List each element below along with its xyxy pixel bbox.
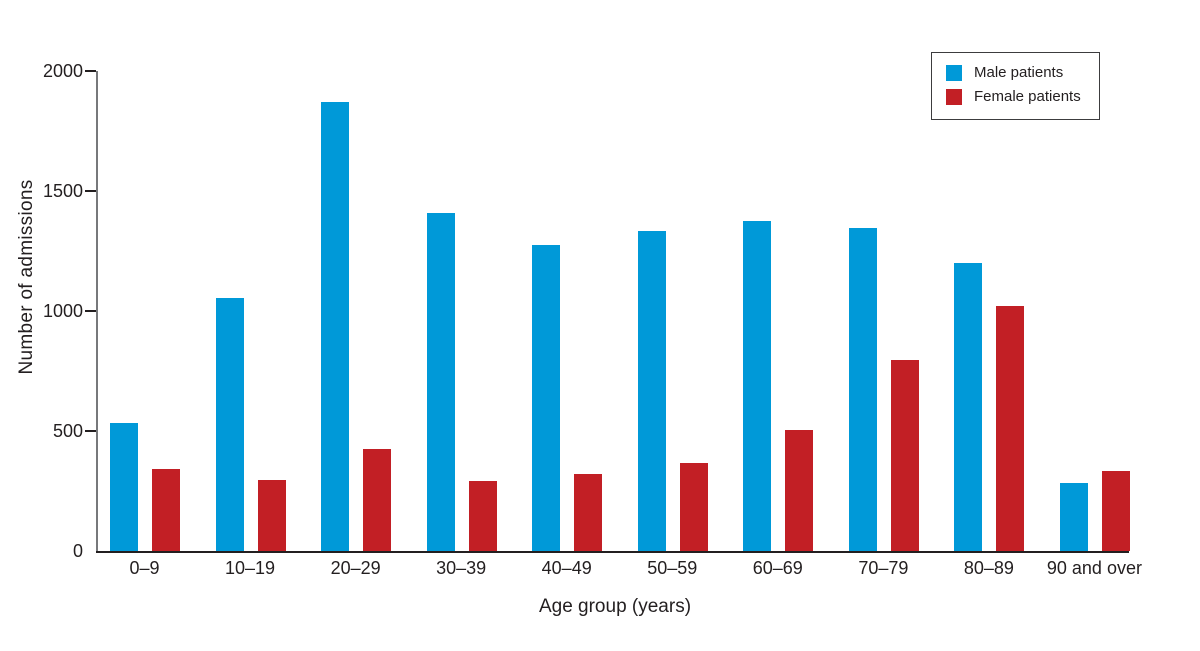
x-tick-label-90-and-over: 90 and over xyxy=(1046,558,1142,578)
female-series-swatch xyxy=(946,89,962,105)
y-tick-mark-500 xyxy=(85,430,96,432)
x-tick-label-60–69: 60–69 xyxy=(752,558,803,578)
x-tick-label-10–19: 10–19 xyxy=(225,558,276,578)
bar-male-80–89 xyxy=(954,263,983,551)
x-tick-label-70–79: 70–79 xyxy=(858,558,909,578)
bar-male-90-and-over xyxy=(1059,482,1088,551)
y-tick-mark-1500 xyxy=(85,190,96,192)
x-tick-label-40–49: 40–49 xyxy=(541,558,592,578)
bar-male-50–59 xyxy=(637,230,666,551)
legend-item-female: Female patients xyxy=(946,89,1099,105)
bar-female-20–29 xyxy=(363,449,392,551)
bar-male-20–29 xyxy=(321,102,350,551)
x-tick-label-0–9: 0–9 xyxy=(129,558,160,578)
bar-female-40–49 xyxy=(574,474,603,551)
bar-male-60–69 xyxy=(743,221,772,551)
x-axis-title: Age group (years) xyxy=(538,596,692,617)
y-tick-mark-2000 xyxy=(85,70,96,72)
bar-female-80–89 xyxy=(996,306,1025,551)
y-tick-label-2000: 2000 xyxy=(42,61,83,81)
y-axis-title: Number of admissions xyxy=(16,179,37,375)
bar-male-0–9 xyxy=(110,422,138,551)
legend: Male patients Female patients xyxy=(931,52,1100,120)
x-tick-label-20–29: 20–29 xyxy=(330,558,381,578)
x-tick-label-50–59: 50–59 xyxy=(647,558,698,578)
y-tick-mark-1000 xyxy=(85,310,96,312)
bar-female-50–59 xyxy=(679,463,708,551)
bar-female-60–69 xyxy=(785,429,814,551)
bar-female-90-and-over xyxy=(1101,470,1130,551)
x-tick-label-80–89: 80–89 xyxy=(963,558,1014,578)
y-tick-label-500: 500 xyxy=(52,421,83,441)
bar-male-40–49 xyxy=(532,245,561,551)
legend-label-female: Female patients xyxy=(974,88,1081,105)
bar-male-10–19 xyxy=(215,297,244,551)
y-tick-label-1000: 1000 xyxy=(42,301,83,321)
legend-item-male: Male patients xyxy=(946,65,1099,81)
y-axis-line xyxy=(96,71,98,552)
y-tick-label-1500: 1500 xyxy=(42,181,83,201)
bar-female-10–19 xyxy=(257,480,286,551)
legend-label-male: Male patients xyxy=(974,64,1064,81)
x-tick-label-30–39: 30–39 xyxy=(436,558,487,578)
bar-male-30–39 xyxy=(426,212,455,551)
bar-male-70–79 xyxy=(848,228,877,551)
bar-female-70–79 xyxy=(890,360,919,551)
male-series-swatch xyxy=(946,65,962,81)
x-axis-line xyxy=(96,551,1129,553)
y-tick-label-0: 0 xyxy=(72,541,83,561)
bar-female-0–9 xyxy=(152,469,180,551)
bar-female-30–39 xyxy=(468,481,497,551)
